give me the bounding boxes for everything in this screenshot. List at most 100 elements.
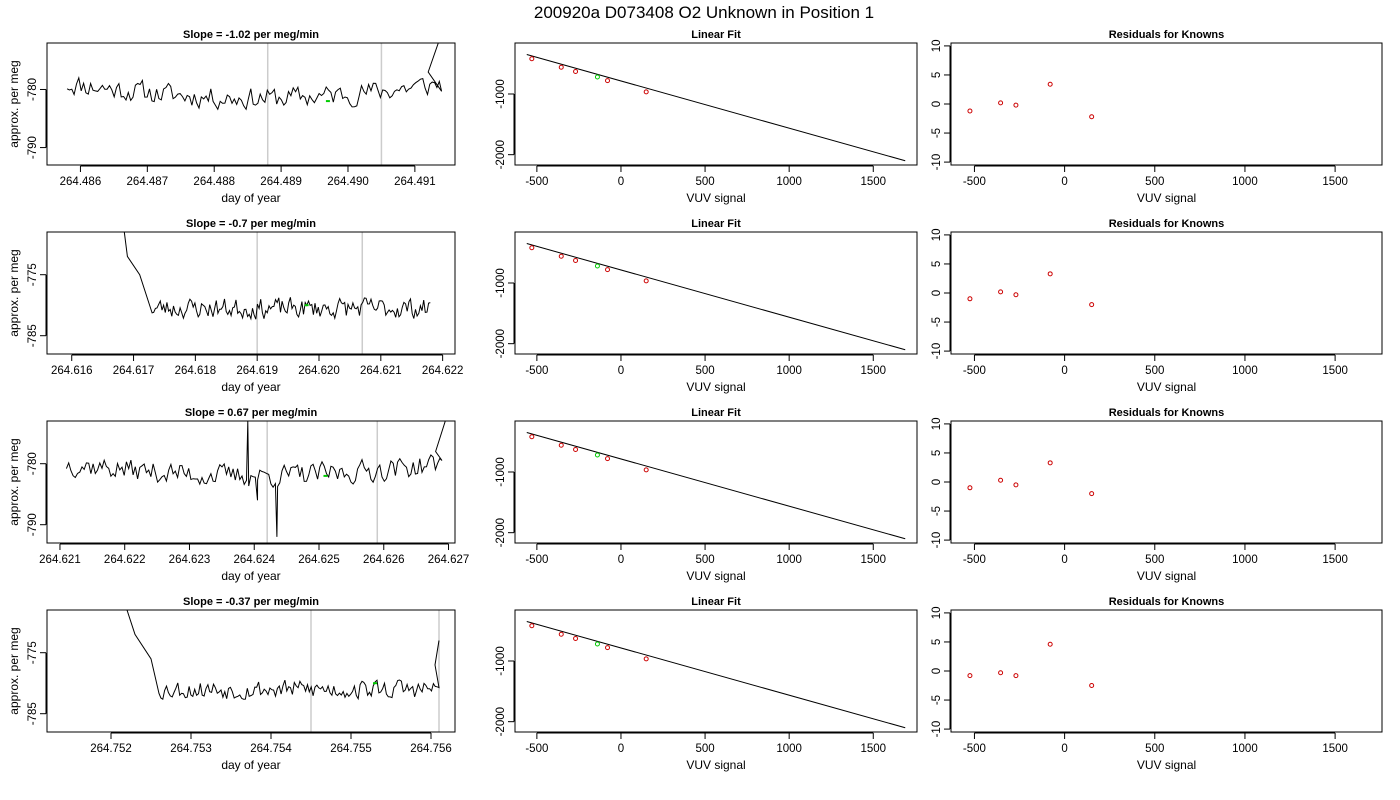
residual-point bbox=[1047, 271, 1053, 277]
linear-fit-panel-4: Linear Fit -500 0 500 1000 1500 VUV signal -100… bbox=[495, 596, 918, 772]
x-tick-label: 0 bbox=[1061, 743, 1067, 755]
x-tick-label: 500 bbox=[1145, 176, 1164, 188]
residual-point bbox=[1089, 491, 1095, 497]
plot-frame bbox=[950, 231, 1383, 355]
known-point bbox=[573, 636, 579, 642]
time-trace-panel-2: Slope = -0.7 per meg/min 264.616 264.617 26… bbox=[7, 218, 463, 394]
x-tick-label: 1000 bbox=[776, 743, 802, 755]
known-point bbox=[573, 69, 579, 75]
x-tick-label: 500 bbox=[1145, 554, 1164, 566]
x-tick-label: 264.625 bbox=[298, 554, 340, 566]
residual-point bbox=[1089, 114, 1095, 120]
residual-point bbox=[998, 670, 1004, 676]
known-point bbox=[558, 442, 564, 448]
y-tick-label: 5 bbox=[931, 261, 943, 267]
x-tick-label: 264.755 bbox=[330, 743, 372, 755]
plot-area bbox=[65, 421, 446, 543]
x-tick-label: 264.627 bbox=[428, 554, 470, 566]
x-axis-label: day of year bbox=[221, 380, 280, 394]
y-tick-label: -780 bbox=[27, 78, 39, 101]
x-axis-label: VUV signal bbox=[686, 758, 745, 772]
x-tick-label: 0 bbox=[1061, 176, 1067, 188]
x-tick-label: 264.620 bbox=[298, 365, 340, 377]
plot-area bbox=[66, 43, 443, 165]
x-axis-label: VUV signal bbox=[686, 569, 745, 583]
linear-fit-panel-1: Linear Fit -500 0 500 1000 1500 VUV signal -100… bbox=[495, 29, 918, 205]
x-tick-label: 1500 bbox=[860, 365, 886, 377]
y-tick-label: -2000 bbox=[495, 707, 507, 736]
plot-area bbox=[526, 621, 906, 729]
x-tick-label: 264.491 bbox=[394, 176, 436, 188]
time-trace-panel-3: Slope = 0.67 per meg/min 264.621 264.622 26… bbox=[7, 407, 469, 583]
x-tick-label: 1000 bbox=[1232, 365, 1258, 377]
x-tick-label: 1500 bbox=[1322, 743, 1348, 755]
x-tick-label: -500 bbox=[963, 554, 986, 566]
known-point bbox=[558, 631, 564, 637]
panels: Slope = -1.02 per meg/min 264.486 264.487 2… bbox=[7, 29, 1383, 772]
y-tick-label: -780 bbox=[27, 452, 39, 475]
x-tick-label: 264.624 bbox=[233, 554, 275, 566]
y-tick-label: -10 bbox=[931, 154, 943, 171]
x-tick-label: -500 bbox=[963, 743, 986, 755]
x-tick-label: 264.619 bbox=[236, 365, 278, 377]
plot-frame bbox=[514, 609, 918, 733]
x-tick-label: 1000 bbox=[776, 365, 802, 377]
x-tick-label: 1000 bbox=[776, 554, 802, 566]
x-tick-label: 0 bbox=[618, 365, 624, 377]
x-tick-label: 0 bbox=[618, 743, 624, 755]
x-tick-label: 500 bbox=[1145, 743, 1164, 755]
residuals-panel-2: Residuals for Knowns -500 0 500 1000 1500 VUV … bbox=[931, 218, 1383, 394]
residual-point bbox=[1047, 81, 1053, 87]
y-tick-label: 0 bbox=[931, 290, 943, 296]
y-tick-label: -5 bbox=[931, 506, 943, 516]
signal-trace-line bbox=[66, 43, 443, 111]
panel-title: Linear Fit bbox=[691, 218, 741, 230]
y-tick-label: -10 bbox=[931, 343, 943, 360]
x-tick-label: 264.616 bbox=[51, 365, 93, 377]
y-tick-label: 10 bbox=[931, 607, 943, 620]
x-axis-label: VUV signal bbox=[1137, 380, 1196, 394]
unknown-point bbox=[594, 641, 600, 647]
time-trace-panel-4: Slope = -0.37 per meg/min 264.752 264.753 2… bbox=[7, 596, 456, 772]
fit-line bbox=[526, 432, 906, 540]
x-tick-label: 264.754 bbox=[250, 743, 292, 755]
known-point bbox=[605, 645, 611, 651]
x-tick-label: -500 bbox=[525, 554, 548, 566]
known-point bbox=[573, 258, 579, 264]
y-tick-label: -785 bbox=[27, 324, 39, 347]
x-tick-label: 264.756 bbox=[410, 743, 452, 755]
residuals-panel-1: Residuals for Knowns -500 0 500 1000 1500 VUV … bbox=[931, 29, 1383, 205]
panel-title: Slope = -0.7 per meg/min bbox=[186, 218, 316, 230]
x-tick-label: 500 bbox=[1145, 365, 1164, 377]
plot-area bbox=[123, 232, 431, 354]
known-point bbox=[529, 434, 535, 440]
residual-point bbox=[1013, 673, 1019, 679]
y-tick-label: -790 bbox=[27, 513, 39, 536]
signal-trace-line bbox=[123, 232, 431, 321]
x-axis-label: VUV signal bbox=[686, 380, 745, 394]
x-tick-label: 264.752 bbox=[90, 743, 132, 755]
plot-frame bbox=[46, 420, 456, 544]
y-tick-label: -2000 bbox=[495, 518, 507, 547]
plot-area bbox=[126, 610, 440, 732]
x-axis-label: VUV signal bbox=[1137, 569, 1196, 583]
panel-title: Linear Fit bbox=[691, 596, 741, 608]
signal-trace-line bbox=[65, 421, 446, 537]
x-tick-label: 0 bbox=[618, 176, 624, 188]
y-tick-label: -5 bbox=[931, 128, 943, 138]
x-tick-label: 264.623 bbox=[169, 554, 211, 566]
y-tick-label: -2000 bbox=[495, 140, 507, 169]
panel-title: Residuals for Knowns bbox=[1109, 29, 1225, 41]
plot-frame bbox=[950, 42, 1383, 166]
y-tick-label: -5 bbox=[931, 317, 943, 327]
x-axis-label: VUV signal bbox=[686, 191, 745, 205]
x-tick-label: 1500 bbox=[860, 554, 886, 566]
panel-title: Residuals for Knowns bbox=[1109, 407, 1225, 419]
y-tick-label: 10 bbox=[931, 40, 943, 53]
plot-area bbox=[526, 54, 906, 162]
plot-area bbox=[967, 460, 1095, 497]
known-point bbox=[529, 56, 535, 62]
x-tick-label: 1000 bbox=[776, 176, 802, 188]
plot-frame bbox=[950, 420, 1383, 544]
